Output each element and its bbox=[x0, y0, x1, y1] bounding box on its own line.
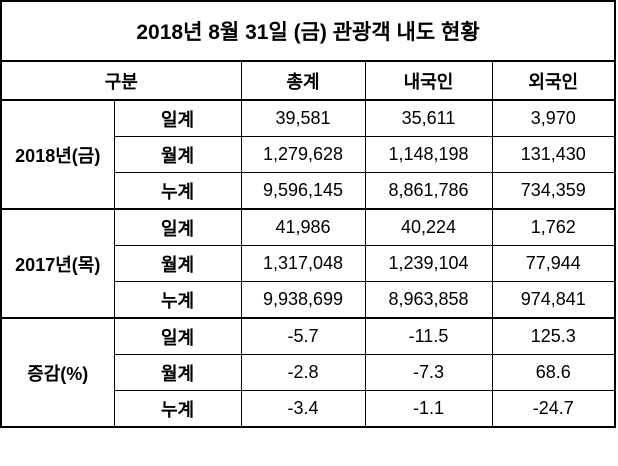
table-row: 누계 -3.4 -1.1 -24.7 bbox=[1, 390, 616, 428]
row-label-monthly: 월계 bbox=[113, 136, 242, 173]
value-cell: 1,317,048 bbox=[240, 245, 366, 282]
row-label-daily: 일계 bbox=[113, 208, 242, 246]
row-label-daily: 일계 bbox=[113, 317, 242, 355]
column-header-total: 총계 bbox=[240, 60, 366, 101]
table-row: 증감(%) 일계 -5.7 -11.5 125.3 bbox=[0, 317, 616, 428]
row-label-cumulative: 누계 bbox=[113, 172, 242, 210]
value-cell: 40,224 bbox=[364, 208, 493, 246]
value-cell: 8,861,786 bbox=[364, 172, 493, 210]
value-cell: 1,239,104 bbox=[364, 245, 493, 282]
value-cell: 9,938,699 bbox=[240, 281, 366, 319]
table-row: 월계 1,279,628 1,148,198 131,430 bbox=[1, 136, 616, 173]
row-label-monthly: 월계 bbox=[113, 245, 242, 282]
row-label-daily: 일계 bbox=[113, 99, 242, 137]
header-row: 구분 총계 내국인 외국인 bbox=[0, 60, 616, 101]
value-cell: 68.6 bbox=[491, 354, 616, 391]
value-cell: -1.1 bbox=[364, 390, 493, 428]
row-label-cumulative: 누계 bbox=[113, 390, 242, 428]
table-title: 2018년 8월 31일 (금) 관광객 내도 현황 bbox=[0, 0, 616, 62]
value-cell: 41,986 bbox=[240, 208, 366, 246]
value-cell: 3,970 bbox=[491, 99, 616, 137]
value-cell: -11.5 bbox=[364, 317, 493, 355]
title-row: 2018년 8월 31일 (금) 관광객 내도 현황 bbox=[0, 0, 616, 62]
table-row: 누계 9,596,145 8,861,786 734,359 bbox=[1, 172, 616, 210]
group-label-change-pct: 증감(%) bbox=[0, 317, 115, 428]
column-header-foreign: 외국인 bbox=[491, 60, 616, 101]
value-cell: -2.8 bbox=[240, 354, 366, 391]
value-cell: 734,359 bbox=[491, 172, 616, 210]
value-cell: 35,611 bbox=[364, 99, 493, 137]
group-label-2017: 2017년(목) bbox=[0, 208, 115, 319]
value-cell: -5.7 bbox=[240, 317, 366, 355]
column-header-domestic: 내국인 bbox=[364, 60, 493, 101]
value-cell: 8,963,858 bbox=[364, 281, 493, 319]
value-cell: -7.3 bbox=[364, 354, 493, 391]
value-cell: -24.7 bbox=[491, 390, 616, 428]
value-cell: 125.3 bbox=[491, 317, 616, 355]
table-row: 누계 9,938,699 8,963,858 974,841 bbox=[1, 281, 616, 319]
table-row: 월계 -2.8 -7.3 68.6 bbox=[1, 354, 616, 391]
value-cell: 131,430 bbox=[491, 136, 616, 173]
value-cell: 1,762 bbox=[491, 208, 616, 246]
table-row: 2017년(목) 일계 41,986 40,224 1,762 bbox=[0, 208, 616, 319]
value-cell: 9,596,145 bbox=[240, 172, 366, 210]
tourist-arrivals-table: 2018년 8월 31일 (금) 관광객 내도 현황 구분 총계 내국인 외국인… bbox=[0, 0, 617, 428]
value-cell: 77,944 bbox=[491, 245, 616, 282]
column-header-gubun: 구분 bbox=[0, 60, 242, 101]
table-row: 2018년(금) 일계 39,581 35,611 3,970 bbox=[0, 99, 616, 210]
row-label-cumulative: 누계 bbox=[113, 281, 242, 319]
value-cell: 1,279,628 bbox=[240, 136, 366, 173]
value-cell: 1,148,198 bbox=[364, 136, 493, 173]
row-label-monthly: 월계 bbox=[113, 354, 242, 391]
group-label-2018: 2018년(금) bbox=[0, 99, 115, 210]
value-cell: 974,841 bbox=[491, 281, 616, 319]
value-cell: 39,581 bbox=[240, 99, 366, 137]
value-cell: -3.4 bbox=[240, 390, 366, 428]
table-row: 월계 1,317,048 1,239,104 77,944 bbox=[1, 245, 616, 282]
